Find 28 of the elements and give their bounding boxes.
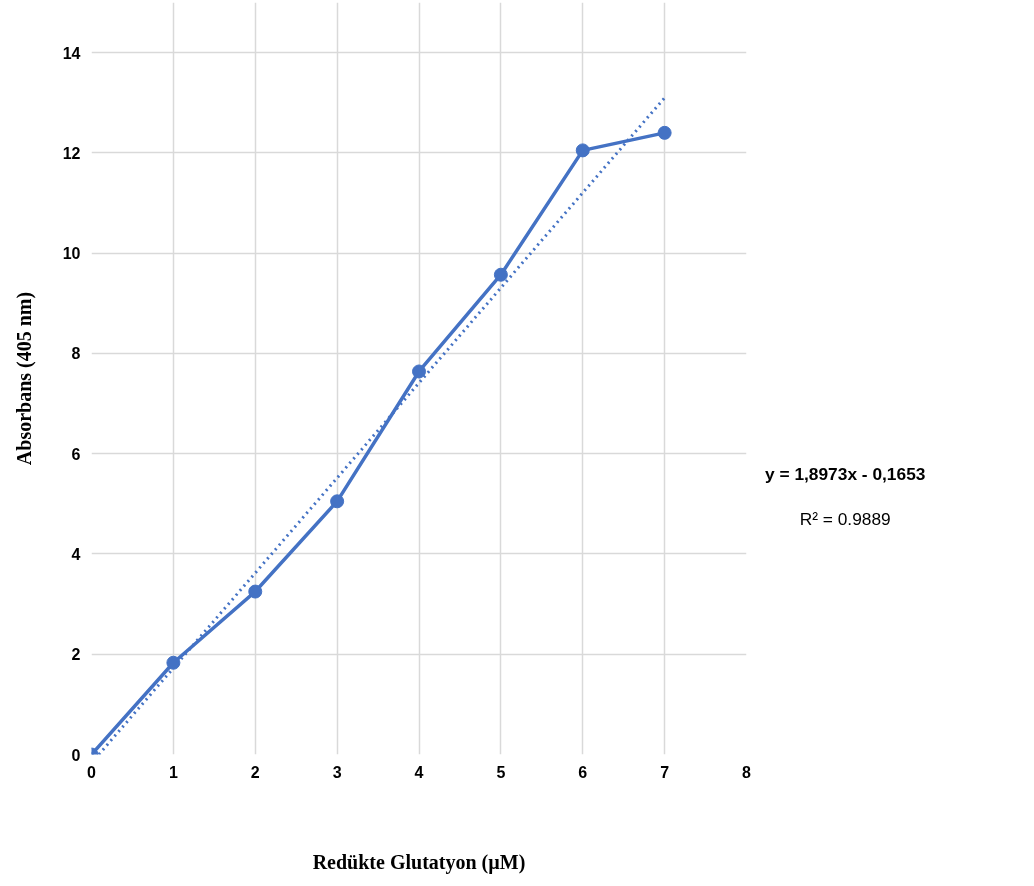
x-axis-title: Redükte Glutatyon (µM) — [312, 850, 526, 874]
x-tick-label: 8 — [742, 763, 752, 781]
text: y = 1,8973x - 0,1653 — [765, 463, 926, 486]
point — [657, 125, 672, 140]
y-tick-label: 2 — [71, 646, 81, 664]
point — [330, 494, 345, 509]
x-tick-label: 3 — [332, 763, 342, 781]
point — [166, 655, 181, 670]
x-tick-label: 6 — [578, 763, 588, 781]
y-tick-label: 8 — [71, 345, 81, 363]
point — [412, 364, 426, 379]
point — [575, 143, 590, 158]
x-tick-label: 7 — [660, 763, 670, 781]
y-tick-label: 0 — [71, 746, 81, 764]
y-tick-label: 14 — [62, 44, 81, 62]
y-tick-label: 6 — [71, 445, 81, 463]
text: R² = 0.9889 — [798, 507, 892, 531]
x-tick-label: 0 — [87, 763, 97, 781]
x-tick-label: 4 — [414, 763, 424, 781]
y-tick-label: 4 — [71, 545, 81, 563]
y-tick-label: 10 — [62, 245, 81, 263]
x-tick-label: 5 — [496, 763, 506, 781]
x-tick-label: 2 — [250, 763, 260, 781]
y-tick-label: 12 — [62, 144, 81, 162]
x-tick-label: 1 — [168, 763, 178, 781]
point — [493, 267, 508, 282]
point — [248, 584, 263, 599]
y-axis-title: Absorbans (405 nm) — [12, 291, 36, 466]
